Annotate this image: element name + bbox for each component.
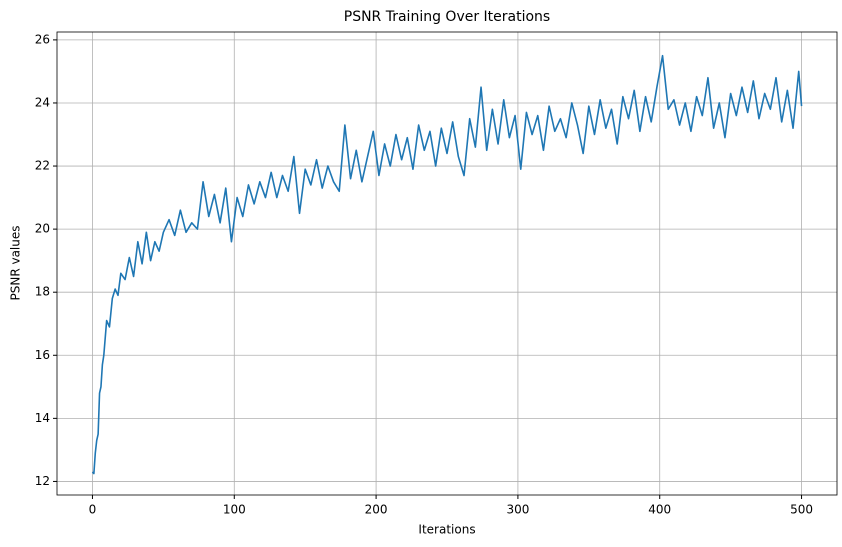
y-tick-label: 14	[35, 411, 50, 425]
x-tick-label: 500	[790, 503, 813, 517]
y-tick-label: 12	[35, 474, 50, 488]
x-tick-label: 300	[506, 503, 529, 517]
chart-title: PSNR Training Over Iterations	[344, 9, 550, 25]
axes-frame	[56, 31, 838, 496]
y-tick-label: 24	[35, 95, 50, 109]
y-tick-label: 18	[35, 285, 50, 299]
x-axis-label: Iterations	[418, 523, 475, 537]
x-tick-label: 100	[223, 503, 246, 517]
data-line	[91, 54, 803, 475]
x-tick-label: 400	[648, 503, 671, 517]
y-tick-label: 26	[35, 32, 50, 46]
y-tick-label: 16	[35, 348, 50, 362]
x-tick-label: 0	[89, 503, 97, 517]
x-tick-label: 200	[365, 503, 388, 517]
y-axis-label: PSNR values	[9, 225, 23, 300]
y-tick-label: 22	[35, 159, 50, 173]
y-tick-label: 20	[35, 222, 50, 236]
